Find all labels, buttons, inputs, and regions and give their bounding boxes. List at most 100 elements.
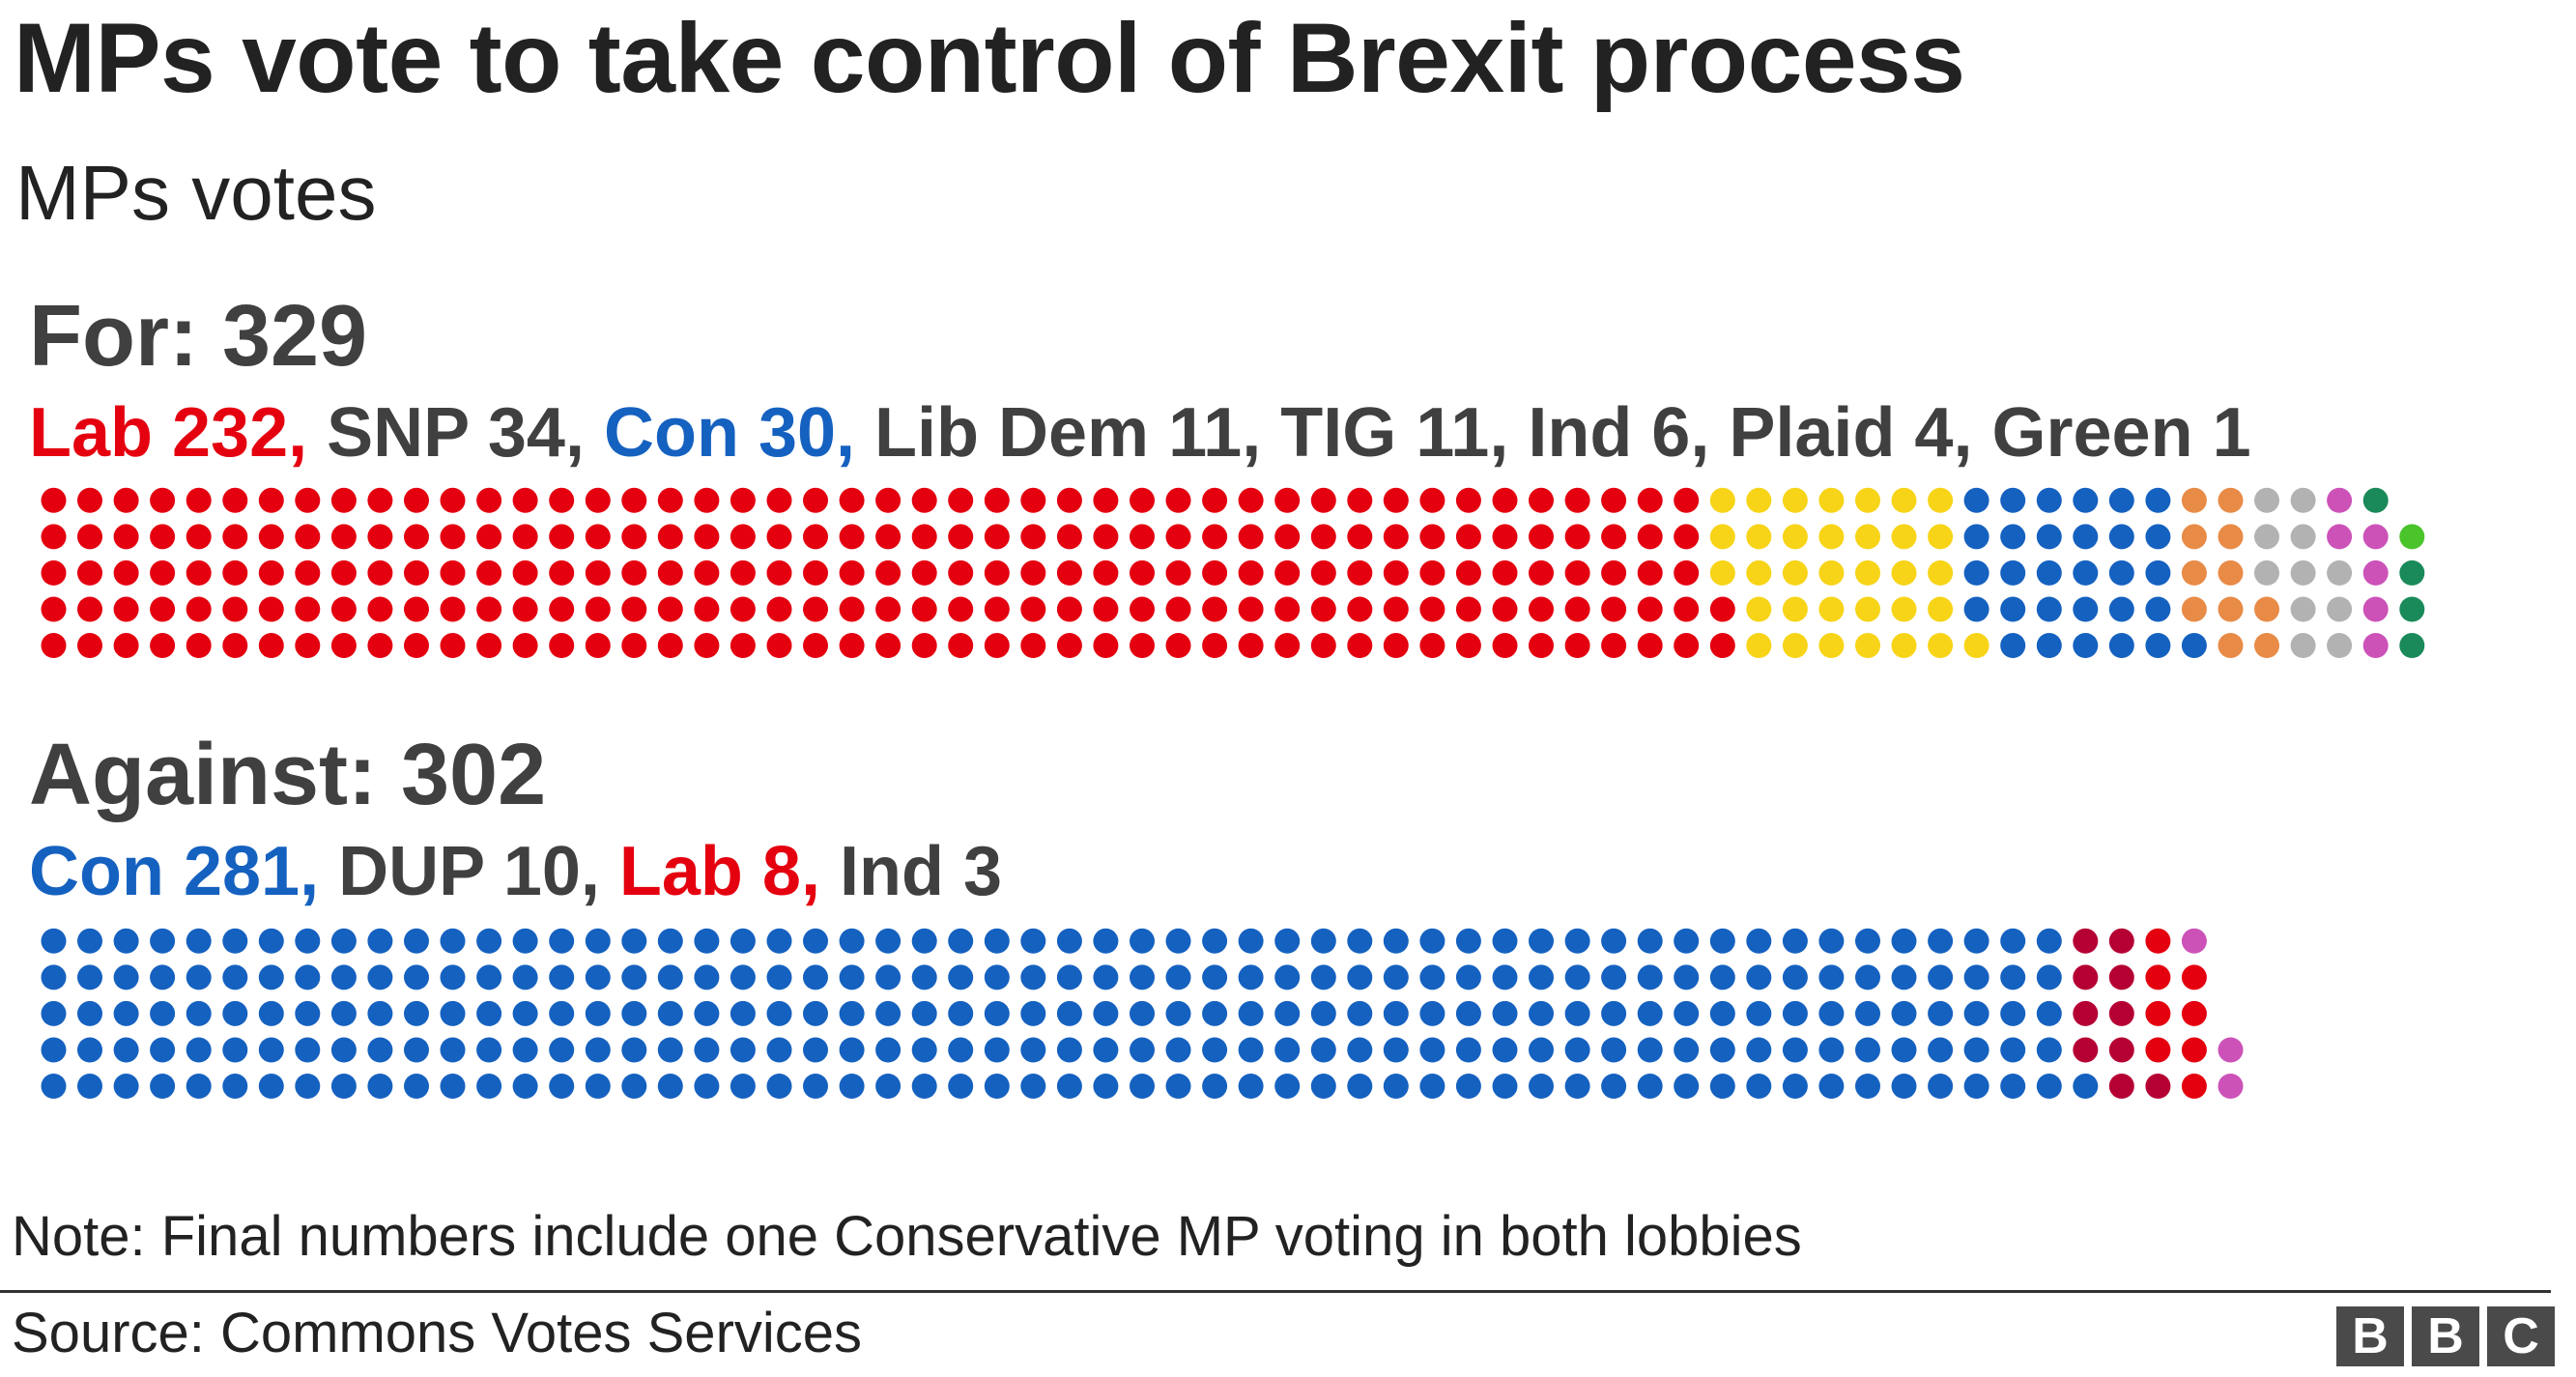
mp-vote-dot-lab bbox=[1056, 633, 1082, 658]
mp-vote-dot-con bbox=[222, 1074, 248, 1099]
mp-vote-dot-snp bbox=[1818, 559, 1845, 586]
mp-vote-dot-lab bbox=[875, 524, 902, 550]
mp-vote-dot-lab bbox=[295, 524, 321, 550]
mp-vote-dot-con bbox=[1165, 928, 1191, 954]
mp-vote-dot-lab bbox=[1130, 633, 1155, 658]
mp-vote-dot-lab bbox=[186, 559, 212, 586]
mp-vote-dot-lab bbox=[1056, 559, 1082, 586]
mp-vote-dot-lab bbox=[2181, 1037, 2207, 1063]
mp-vote-dot-con bbox=[984, 1074, 1010, 1099]
mp-vote-dot-con bbox=[440, 1037, 466, 1063]
mp-vote-dot-lab bbox=[258, 524, 284, 550]
mp-vote-dot-con bbox=[1674, 964, 1700, 990]
mp-vote-dot-snp bbox=[1746, 487, 1772, 513]
mp-vote-dot-lab bbox=[404, 596, 429, 622]
mp-vote-dot-lab bbox=[2181, 964, 2207, 990]
mp-vote-dot-lab bbox=[1310, 487, 1336, 513]
mp-vote-dot-con bbox=[839, 1000, 865, 1026]
mp-vote-dot-tig bbox=[2254, 487, 2279, 513]
mp-vote-dot-snp bbox=[1891, 633, 1917, 658]
mp-vote-dot-con bbox=[1419, 928, 1445, 954]
mp-vote-dot-snp bbox=[1855, 524, 1880, 550]
mp-vote-dot-con bbox=[1419, 1000, 1445, 1026]
mp-vote-dot-lab bbox=[1202, 524, 1228, 550]
mp-vote-dot-con bbox=[1928, 964, 1954, 990]
mp-vote-dot-lab bbox=[330, 596, 357, 622]
mp-vote-dot-snp bbox=[1782, 487, 1808, 513]
mp-vote-dot-lab bbox=[222, 596, 248, 622]
mp-vote-dot-lab bbox=[657, 559, 683, 586]
mp-vote-dot-lab bbox=[1455, 596, 1481, 622]
mp-vote-dot-con bbox=[657, 1000, 683, 1026]
mp-vote-dot-lab bbox=[1238, 487, 1264, 513]
mp-vote-dot-con bbox=[404, 1037, 429, 1063]
mp-vote-dot-con bbox=[222, 964, 248, 990]
mp-vote-dot-lab bbox=[1383, 633, 1409, 658]
mp-vote-dot-lab bbox=[1130, 596, 1155, 622]
mp-vote-dot-con bbox=[1963, 596, 1989, 622]
mp-vote-dot-lab bbox=[1202, 633, 1228, 658]
mp-vote-dot-con bbox=[2000, 1037, 2026, 1063]
mp-vote-dot-dup bbox=[2145, 1074, 2171, 1099]
mp-vote-dot-lab bbox=[549, 559, 575, 586]
mp-vote-dot-snp bbox=[1818, 487, 1845, 513]
mp-vote-dot-con bbox=[41, 1037, 67, 1063]
party-count-dup: DUP 10, bbox=[319, 833, 600, 910]
mp-vote-dot-con bbox=[1818, 928, 1845, 954]
mp-vote-dot-lab bbox=[1020, 559, 1046, 586]
mp-vote-dot-con bbox=[803, 1074, 828, 1099]
mp-vote-dot-lib-dem bbox=[2181, 487, 2207, 513]
mp-vote-dot-lab bbox=[1709, 633, 1735, 658]
mp-vote-dot-con bbox=[1238, 928, 1264, 954]
mp-vote-dot-lab bbox=[948, 559, 974, 586]
mp-vote-dot-lab bbox=[512, 633, 538, 658]
mp-vote-dot-lab bbox=[1274, 596, 1301, 622]
mp-vote-dot-con bbox=[2036, 487, 2062, 513]
mp-vote-dot-lab bbox=[113, 559, 139, 586]
mp-vote-dot-con bbox=[1928, 1074, 1954, 1099]
mp-vote-dot-lab bbox=[77, 596, 102, 622]
mp-vote-dot-snp bbox=[1928, 633, 1954, 658]
party-count-lab: Lab 232, bbox=[29, 394, 308, 472]
mp-vote-dot-ind bbox=[2327, 524, 2353, 550]
mp-vote-dot-lab bbox=[1274, 524, 1301, 550]
mp-vote-dot-lab bbox=[984, 487, 1010, 513]
mp-vote-dot-lab bbox=[1674, 487, 1700, 513]
party-count-con: Con 281, bbox=[29, 833, 320, 910]
bbc-logo-letter: B bbox=[2336, 1306, 2404, 1366]
mp-vote-dot-con bbox=[1056, 1037, 1082, 1063]
mp-vote-dot-lab bbox=[766, 596, 792, 622]
mp-vote-dot-con bbox=[1709, 928, 1735, 954]
mp-vote-dot-con bbox=[549, 1074, 575, 1099]
mp-vote-dot-con bbox=[1492, 928, 1518, 954]
mp-vote-dot-snp bbox=[1891, 596, 1917, 622]
mp-vote-dot-con bbox=[2145, 524, 2171, 550]
mp-vote-dot-lab bbox=[1093, 633, 1119, 658]
mp-vote-dot-con bbox=[1238, 1000, 1264, 1026]
mp-vote-dot-con bbox=[1963, 1074, 1989, 1099]
mp-vote-dot-con bbox=[440, 1074, 466, 1099]
mp-vote-dot-con bbox=[295, 1000, 321, 1026]
mp-vote-dot-lib-dem bbox=[2218, 487, 2244, 513]
mp-vote-dot-con bbox=[2108, 524, 2134, 550]
mp-vote-dot-lab bbox=[222, 487, 248, 513]
mp-vote-dot-lab bbox=[1347, 524, 1373, 550]
mp-vote-dot-lab bbox=[2145, 1000, 2171, 1026]
mp-vote-dot-con bbox=[1347, 964, 1373, 990]
mp-vote-dot-con bbox=[77, 928, 102, 954]
mp-vote-dot-con bbox=[330, 928, 357, 954]
mp-vote-dot-con bbox=[2036, 633, 2062, 658]
mp-vote-dot-lab bbox=[730, 524, 756, 550]
mp-vote-dot-plaid bbox=[2399, 596, 2425, 622]
mp-vote-dot-con bbox=[1093, 1074, 1119, 1099]
mp-vote-dot-lab bbox=[77, 524, 102, 550]
mp-vote-dot-snp bbox=[1746, 524, 1772, 550]
mp-vote-dot-con bbox=[2036, 964, 2062, 990]
mp-vote-dot-con bbox=[549, 1000, 575, 1026]
mp-vote-dot-con bbox=[367, 1037, 393, 1063]
mp-vote-dot-con bbox=[694, 1037, 720, 1063]
mp-vote-dot-con bbox=[113, 1000, 139, 1026]
mp-vote-dot-con bbox=[875, 1037, 902, 1063]
mp-vote-dot-lab bbox=[1238, 559, 1264, 586]
mp-vote-dot-lab bbox=[911, 559, 937, 586]
